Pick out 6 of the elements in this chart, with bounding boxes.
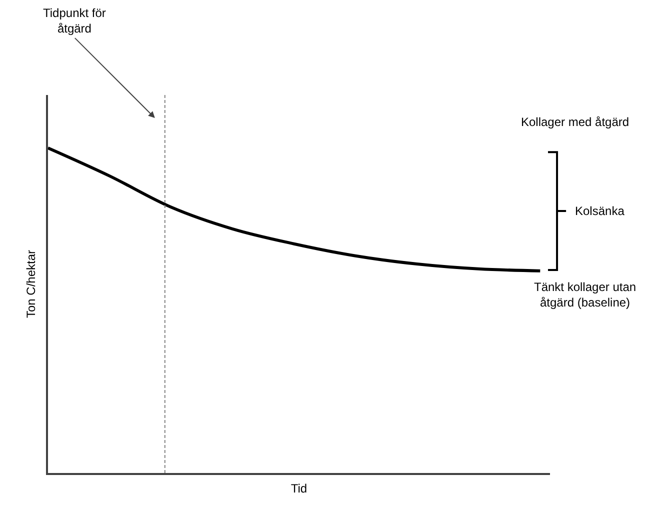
y-axis-title: Ton C/hektar: [24, 250, 38, 318]
text: Tidpunkt för åtgärd: [43, 6, 106, 36]
annotation: Tänkt kollager utan åtgärd (baseline): [534, 280, 636, 310]
text: Kollager med åtgärd: [521, 115, 630, 129]
x-axis-title: Tid: [290, 481, 308, 496]
text: Kolsänka: [575, 204, 625, 218]
